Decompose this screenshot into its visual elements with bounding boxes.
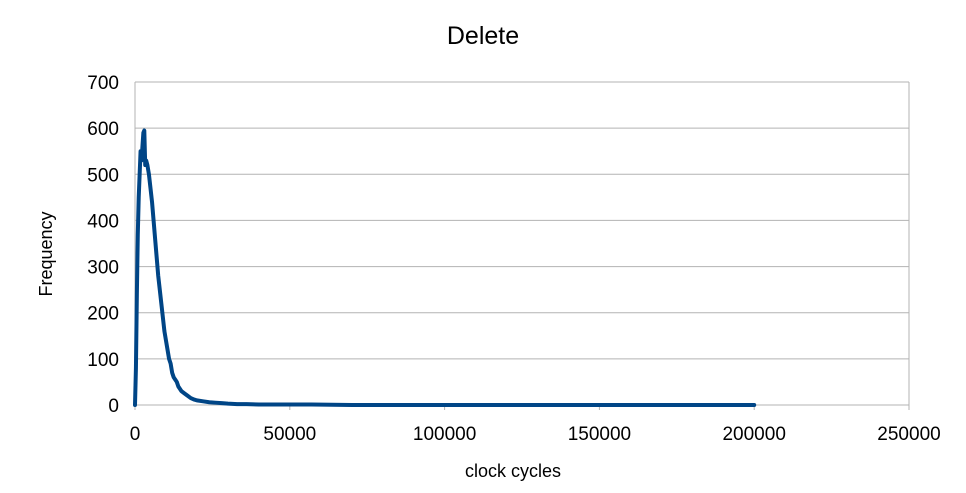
series-line-0 [133, 128, 757, 407]
x-tick-label: 150000 [568, 424, 631, 445]
y-axis-tick-labels: 0 100 200 300 400 500 600 700 [87, 73, 119, 417]
y-tick-label: 400 [87, 211, 119, 232]
x-axis-tick-labels: 0 50000 100000 150000 200000 250000 [130, 424, 941, 445]
y-tick-label: 600 [87, 119, 119, 140]
y-tick-label: 100 [87, 350, 119, 371]
x-axis-title: clock cycles [465, 461, 561, 481]
x-tick-label: 100000 [413, 424, 476, 445]
x-tick-label: 50000 [263, 424, 316, 445]
y-axis-title: Frequency [36, 211, 56, 296]
y-tick-label: 200 [87, 304, 119, 325]
gridlines [134, 81, 910, 410]
chart-title: Delete [447, 22, 519, 50]
x-tick-label: 0 [130, 424, 141, 445]
y-tick-label: 300 [87, 258, 119, 279]
series-group [133, 128, 757, 407]
y-tick-label: 0 [108, 396, 119, 417]
x-tick-label: 250000 [877, 424, 940, 445]
y-tick-label: 700 [87, 73, 119, 94]
x-tick-label: 200000 [722, 424, 785, 445]
y-tick-label: 500 [87, 165, 119, 186]
